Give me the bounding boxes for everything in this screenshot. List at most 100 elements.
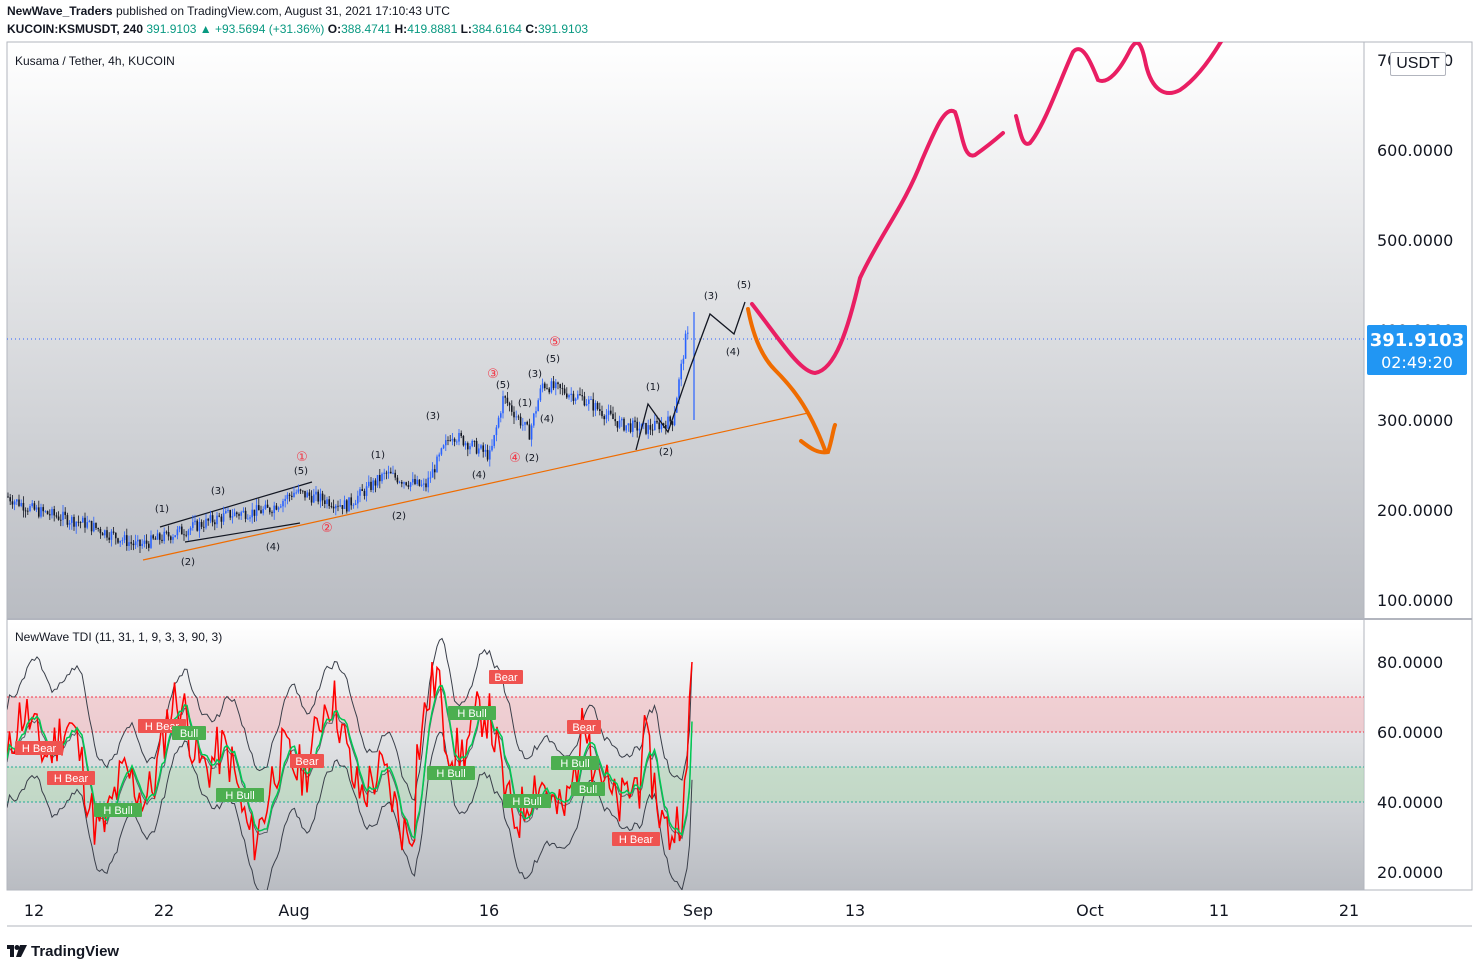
candle-body bbox=[227, 510, 229, 512]
channel-upper-line[interactable] bbox=[159, 481, 313, 528]
support-trendline[interactable] bbox=[142, 412, 809, 561]
candle-body bbox=[401, 481, 403, 484]
candle-body bbox=[266, 504, 269, 508]
candle-body bbox=[407, 485, 410, 487]
candle-body bbox=[390, 471, 392, 474]
candle-body bbox=[548, 388, 550, 393]
candle-body bbox=[651, 429, 654, 431]
bullish-projection-curve[interactable] bbox=[750, 40, 1224, 376]
candle-body bbox=[550, 381, 553, 393]
candle-body bbox=[233, 512, 236, 517]
price-axis-label: 300.0000 bbox=[1377, 411, 1453, 430]
candle-body bbox=[170, 536, 172, 540]
candle-body bbox=[280, 506, 282, 508]
candle-body bbox=[409, 482, 412, 487]
candle-body bbox=[159, 533, 161, 540]
bull-signal-badge bbox=[571, 782, 605, 796]
candle-body bbox=[46, 511, 49, 515]
bearish-projection-arrow[interactable] bbox=[746, 307, 837, 455]
candle-body bbox=[112, 531, 115, 533]
tradingview-logo[interactable]: TradingView bbox=[7, 943, 119, 960]
candle-body bbox=[647, 425, 649, 434]
candle-body bbox=[258, 505, 260, 511]
candle-body bbox=[434, 469, 436, 473]
candle-body bbox=[194, 520, 196, 523]
candle-body bbox=[636, 421, 638, 431]
candle-body bbox=[181, 526, 183, 535]
candle-body bbox=[669, 416, 671, 422]
indicator-legend[interactable]: NewWave TDI (11, 31, 1, 9, 3, 3, 90, 3) bbox=[15, 630, 222, 644]
wave-label: (3) bbox=[211, 486, 225, 497]
candle-body bbox=[354, 503, 357, 505]
candle-body bbox=[183, 534, 185, 536]
candle-body bbox=[594, 402, 597, 411]
symbol-ohlc-line: KUCOIN:KSMUSDT, 240 391.9103 ▲ +93.5694 … bbox=[7, 22, 588, 36]
publisher-name[interactable]: NewWave_Traders bbox=[7, 4, 113, 18]
candle-body bbox=[260, 510, 262, 514]
candle-body bbox=[491, 445, 493, 451]
candle-body bbox=[504, 396, 506, 398]
signal-label: H Bear bbox=[145, 721, 180, 733]
candle-body bbox=[7, 496, 9, 498]
candle-body bbox=[152, 535, 154, 539]
candle-body bbox=[517, 416, 520, 418]
candle-body bbox=[585, 403, 588, 406]
candle-body bbox=[24, 510, 27, 512]
time-axis[interactable]: 12 22 Aug 16 Sep 13 Oct 11 21 bbox=[24, 901, 1359, 920]
indicator-axis-label: 40.0000 bbox=[1377, 793, 1443, 812]
wave-label: (4) bbox=[266, 542, 280, 553]
candle-body bbox=[577, 394, 579, 399]
tradingview-icon bbox=[7, 945, 27, 957]
wave-label: (4) bbox=[540, 414, 554, 425]
indicator-axis[interactable]: 20.0000 40.0000 60.0000 80.0000 bbox=[1377, 653, 1443, 882]
candle-body bbox=[623, 418, 625, 431]
symbol-name[interactable]: KUCOIN:KSMUSDT, 240 bbox=[7, 22, 144, 36]
candle-body bbox=[38, 507, 40, 517]
candle-body bbox=[251, 509, 253, 518]
signal-label: H Bull bbox=[103, 805, 132, 817]
candle-body bbox=[62, 511, 64, 520]
candle-body bbox=[502, 396, 504, 414]
candle-body bbox=[489, 450, 491, 460]
candle-body bbox=[497, 417, 500, 428]
candle-body bbox=[414, 479, 416, 485]
candle-body bbox=[68, 522, 71, 525]
candle-body bbox=[350, 497, 352, 506]
candle-body bbox=[460, 432, 462, 436]
low-value: 384.6164 bbox=[471, 22, 522, 36]
candle-body bbox=[108, 537, 110, 540]
candle-body bbox=[447, 440, 449, 441]
candle-body bbox=[222, 513, 225, 522]
candle-body bbox=[511, 405, 513, 412]
candle-body bbox=[249, 517, 251, 519]
candle-body bbox=[673, 412, 676, 426]
candle-body bbox=[515, 416, 517, 418]
channel-lower-line[interactable] bbox=[184, 522, 301, 543]
candle-body bbox=[561, 387, 564, 389]
signal-label: Bull bbox=[579, 784, 597, 796]
currency-button[interactable]: USDT bbox=[1390, 52, 1446, 76]
candle-body bbox=[379, 474, 381, 482]
upper-band-line bbox=[7, 637, 693, 801]
candle-body bbox=[31, 503, 33, 507]
candle-body bbox=[42, 507, 44, 512]
signal-label: H Bull bbox=[560, 758, 589, 770]
candle-body bbox=[596, 402, 599, 410]
candle-body bbox=[469, 446, 471, 450]
candle-body bbox=[467, 443, 469, 450]
signal-label: H Bear bbox=[22, 743, 57, 755]
wave-projection-path[interactable] bbox=[635, 301, 746, 451]
candle-body bbox=[302, 490, 304, 492]
candle-body bbox=[271, 512, 273, 514]
main-legend[interactable]: Kusama / Tether, 4h, KUCOIN bbox=[15, 54, 175, 68]
candle-body bbox=[621, 418, 623, 421]
candle-body bbox=[264, 504, 267, 509]
main-plot: (1)(2)(3)(4)(5)①②(1)(2)(3)(4)(5)③④(1)(2)… bbox=[7, 40, 1224, 568]
time-axis-label: 11 bbox=[1209, 901, 1229, 920]
candle-body bbox=[306, 492, 308, 498]
wave-label: (5) bbox=[294, 466, 308, 477]
candle-body bbox=[236, 512, 238, 515]
wave-label: (2) bbox=[525, 453, 539, 464]
chart-frame bbox=[6, 41, 1473, 891]
